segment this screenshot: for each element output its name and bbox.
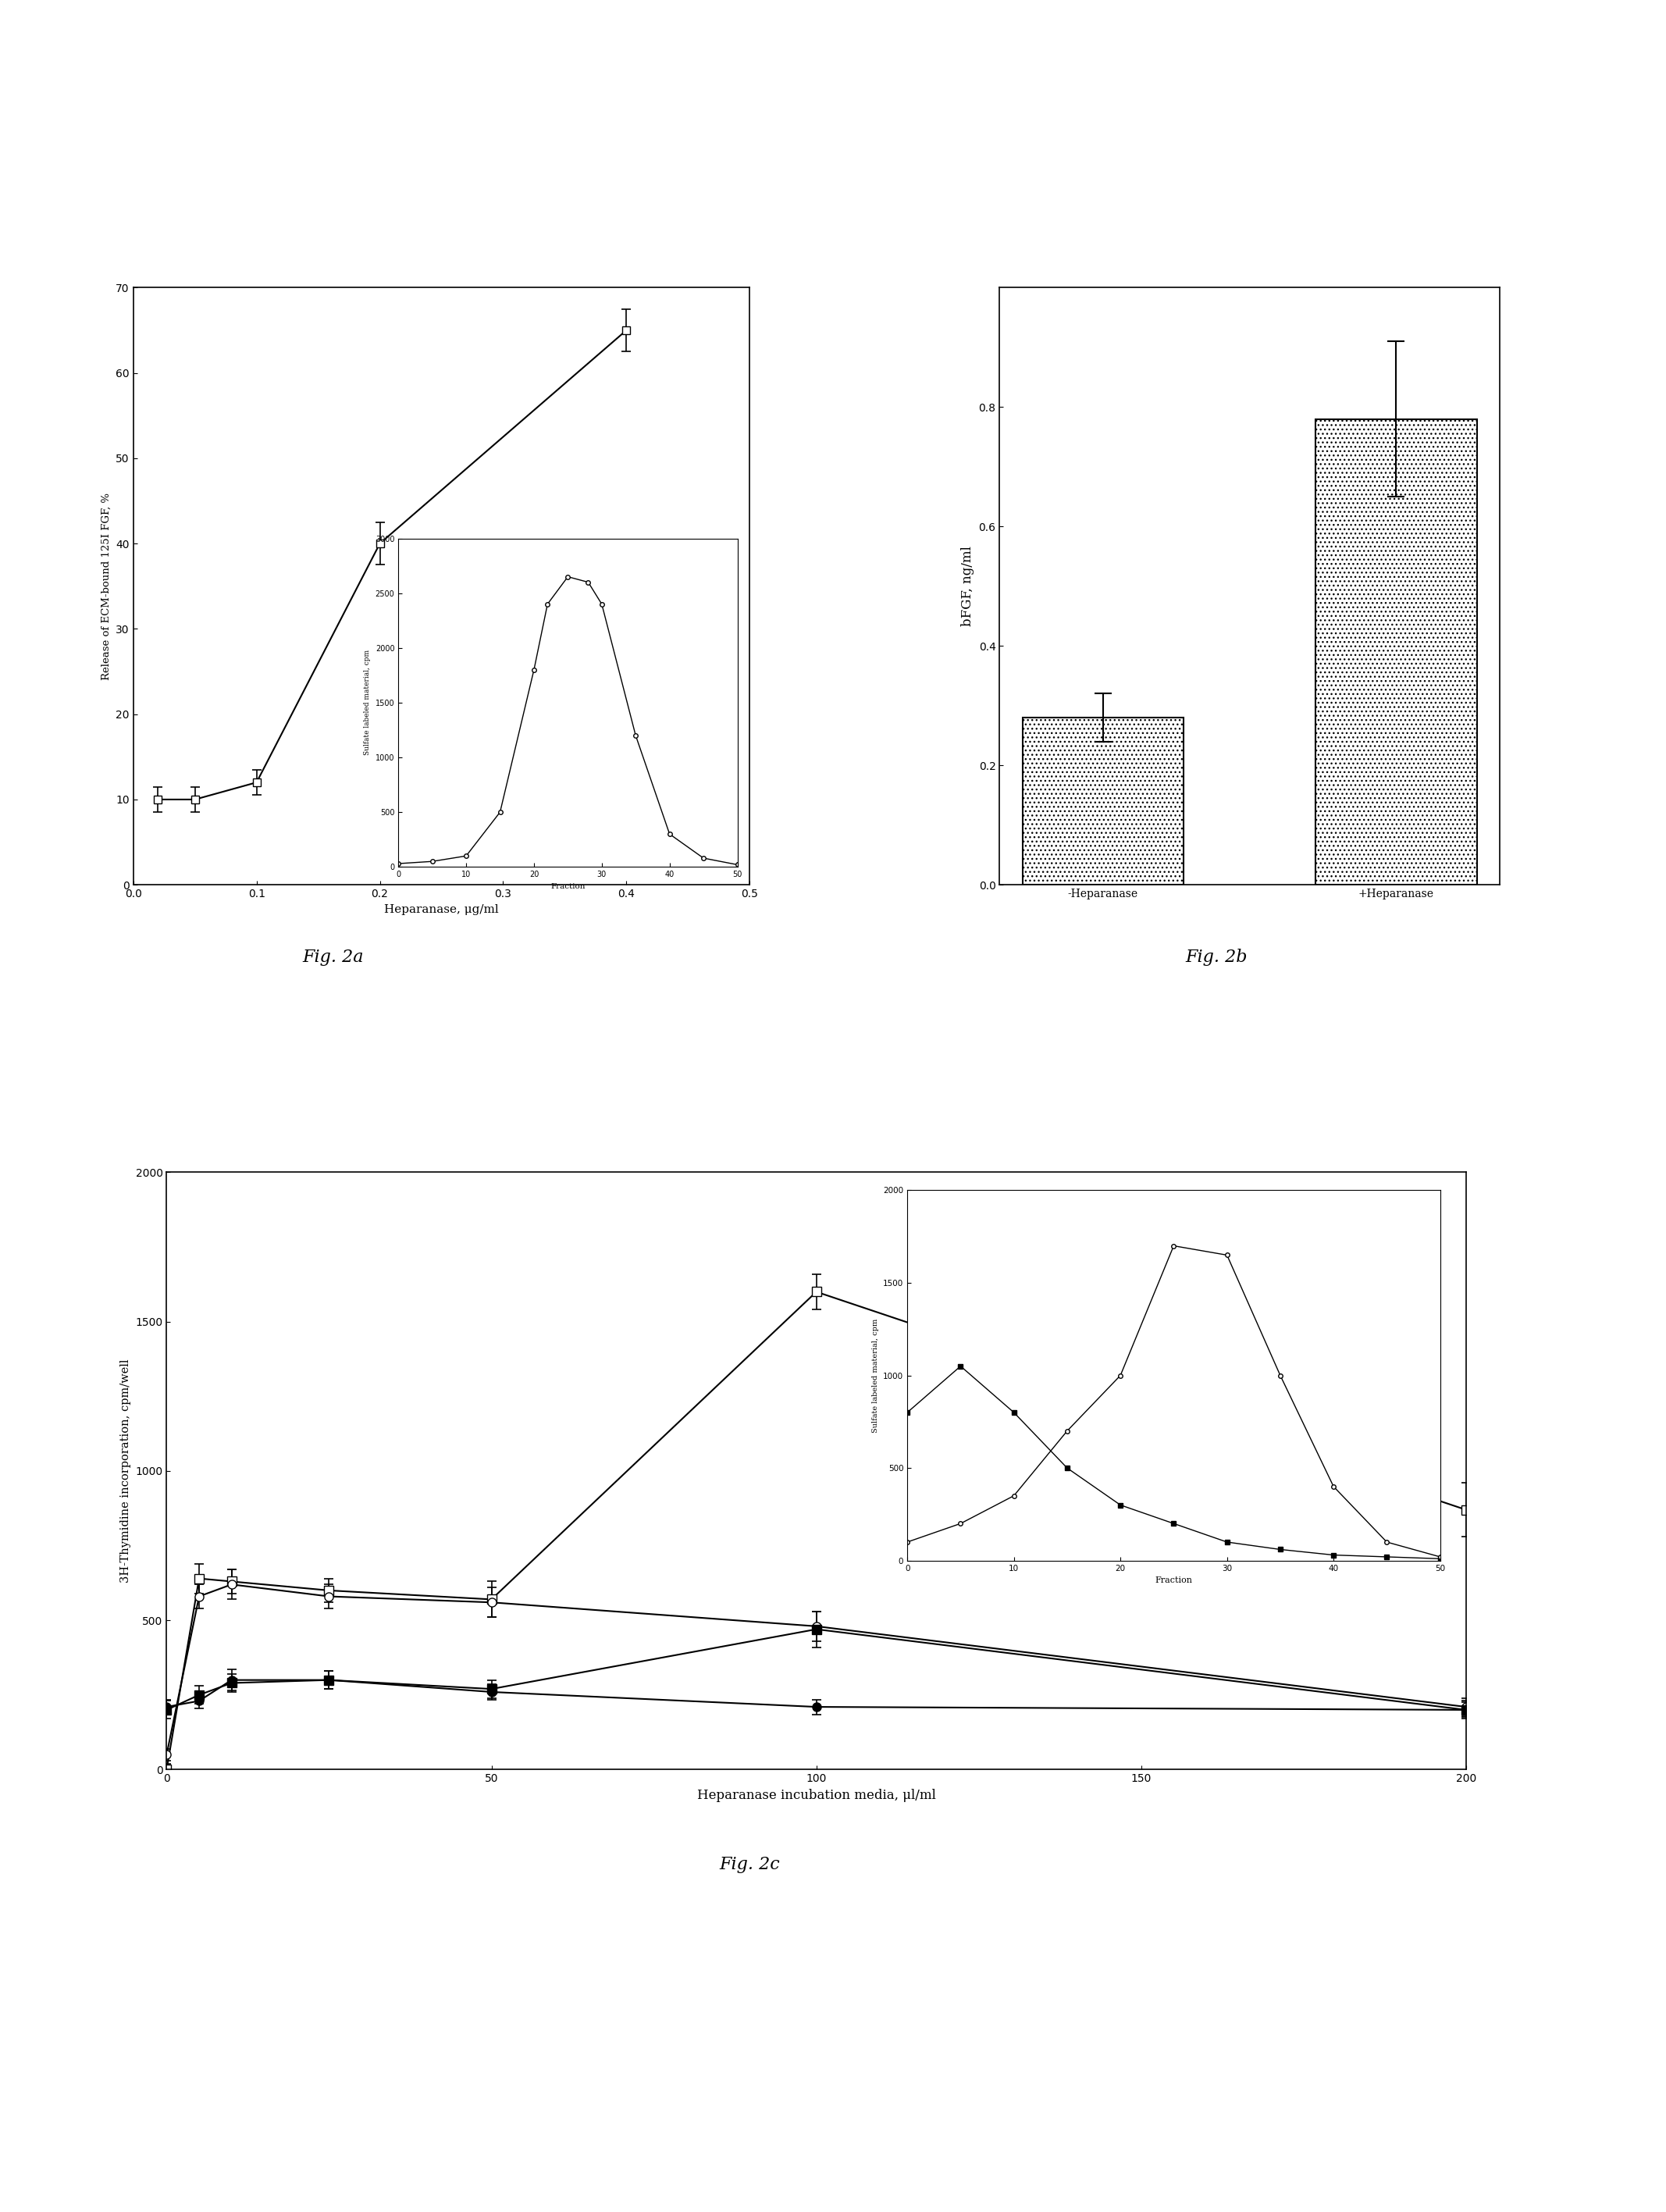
Text: Fig. 2b: Fig. 2b [1185, 949, 1248, 967]
Y-axis label: 3H-Thymidine incorporation, cpm/well: 3H-Thymidine incorporation, cpm/well [120, 1358, 132, 1584]
X-axis label: Heparanase, μg/ml: Heparanase, μg/ml [385, 905, 498, 916]
X-axis label: Heparanase incubation media, μl/ml: Heparanase incubation media, μl/ml [696, 1790, 936, 1803]
Y-axis label: Release of ECM-bound 125I FGF, %: Release of ECM-bound 125I FGF, % [102, 493, 112, 679]
Text: Fig. 2c: Fig. 2c [720, 1856, 780, 1874]
Bar [1316, 418, 1476, 885]
Bar [1023, 717, 1183, 885]
Text: Fig. 2a: Fig. 2a [303, 949, 363, 967]
Y-axis label: bFGF, ng/ml: bFGF, ng/ml [961, 546, 975, 626]
